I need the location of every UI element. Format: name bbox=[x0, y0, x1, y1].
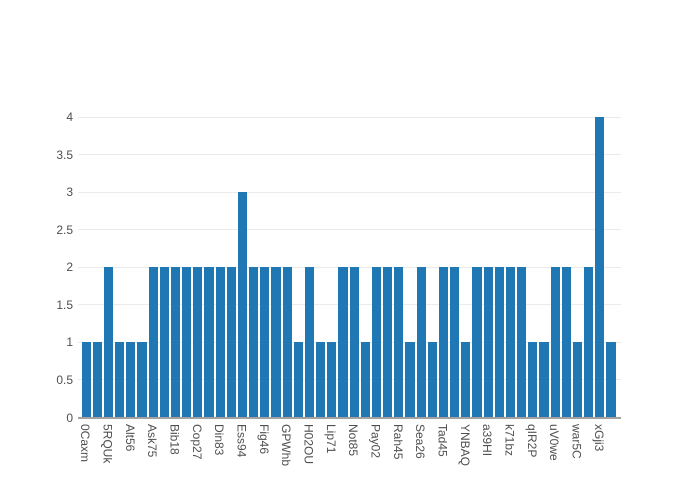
bar[interactable] bbox=[450, 267, 460, 418]
bar[interactable] bbox=[584, 267, 594, 418]
bar[interactable] bbox=[528, 342, 538, 418]
bar[interactable] bbox=[282, 267, 292, 418]
gridline bbox=[78, 229, 621, 231]
bar[interactable] bbox=[159, 267, 169, 418]
bar[interactable] bbox=[327, 342, 337, 418]
bar[interactable] bbox=[193, 267, 203, 418]
bar[interactable] bbox=[595, 117, 605, 418]
x-tick-label: Rah45 bbox=[390, 423, 405, 459]
x-tick-label: 5RQUk bbox=[100, 423, 115, 463]
x-tick-label: war5C bbox=[569, 423, 584, 459]
bar[interactable] bbox=[539, 342, 549, 418]
bar[interactable] bbox=[338, 267, 348, 418]
bar[interactable] bbox=[249, 267, 259, 418]
bar[interactable] bbox=[427, 342, 437, 418]
x-tick-label: Bib18 bbox=[167, 423, 182, 455]
x-tick-label: Lip71 bbox=[323, 423, 338, 453]
x-tick-label: Cop27 bbox=[189, 423, 204, 459]
x-tick-label: qIR2P bbox=[524, 423, 539, 457]
bar[interactable] bbox=[438, 267, 449, 418]
x-tick-label: Ask75 bbox=[145, 423, 160, 457]
bar[interactable] bbox=[226, 267, 236, 418]
bar[interactable] bbox=[383, 267, 393, 418]
bar[interactable] bbox=[137, 342, 147, 418]
gridline bbox=[78, 116, 621, 118]
y-tick-label: 3.5 bbox=[56, 147, 73, 162]
bar[interactable] bbox=[103, 267, 114, 418]
bar[interactable] bbox=[304, 267, 315, 418]
x-axis-line bbox=[78, 416, 621, 419]
y-tick-label: 3 bbox=[66, 185, 73, 200]
x-tick-label: Not85 bbox=[346, 423, 361, 456]
y-tick-label: 0 bbox=[66, 410, 73, 425]
x-tick-label: a39HI bbox=[480, 423, 495, 456]
bar[interactable] bbox=[505, 267, 516, 418]
bar[interactable] bbox=[349, 267, 359, 418]
bar[interactable] bbox=[606, 342, 616, 418]
x-tick-label: GPWhb bbox=[279, 423, 294, 466]
bar[interactable] bbox=[215, 267, 225, 418]
bar[interactable] bbox=[237, 192, 248, 418]
bar[interactable] bbox=[81, 342, 91, 418]
bar[interactable] bbox=[517, 267, 527, 418]
x-tick-label: Pay02 bbox=[368, 423, 383, 458]
gridline bbox=[78, 154, 621, 156]
x-tick-label: Sea26 bbox=[413, 423, 428, 459]
x-tick-label: k71bz bbox=[502, 423, 517, 456]
bar[interactable] bbox=[115, 342, 125, 418]
bar[interactable] bbox=[371, 267, 382, 418]
x-tick-label: Ess94 bbox=[234, 423, 249, 457]
x-tick-label: Alt56 bbox=[122, 423, 137, 451]
x-tick-label: xGji3 bbox=[591, 423, 606, 451]
bar[interactable] bbox=[483, 267, 493, 418]
bar[interactable] bbox=[572, 342, 583, 418]
bar[interactable] bbox=[260, 267, 270, 418]
y-tick-label: 4 bbox=[66, 110, 73, 125]
bar[interactable] bbox=[170, 267, 181, 418]
bar[interactable] bbox=[494, 267, 504, 418]
y-tick-label: 2 bbox=[66, 260, 73, 275]
bar[interactable] bbox=[92, 342, 102, 418]
y-tick-label: 1 bbox=[66, 335, 73, 350]
y-tick-label: 0.5 bbox=[56, 372, 73, 387]
x-tick-label: Fig46 bbox=[256, 423, 271, 454]
x-tick-label: Din83 bbox=[212, 423, 227, 455]
bar[interactable] bbox=[316, 342, 326, 418]
bar[interactable] bbox=[126, 342, 136, 418]
bar[interactable] bbox=[360, 342, 370, 418]
gridline bbox=[78, 191, 621, 193]
bar[interactable] bbox=[416, 267, 426, 418]
x-tick-label: uV0we bbox=[547, 423, 562, 461]
bar[interactable] bbox=[293, 342, 303, 418]
x-tick-label: Tad45 bbox=[435, 423, 450, 457]
bar[interactable] bbox=[472, 267, 482, 418]
y-tick-label: 2.5 bbox=[56, 222, 73, 237]
bar[interactable] bbox=[271, 267, 281, 418]
y-tick-label: 1.5 bbox=[56, 297, 73, 312]
bar[interactable] bbox=[148, 267, 158, 418]
bar[interactable] bbox=[405, 342, 415, 418]
x-tick-label: H02OU bbox=[301, 423, 316, 464]
bar[interactable] bbox=[461, 342, 471, 418]
bar[interactable] bbox=[182, 267, 192, 418]
x-tick-label: YNBAQ bbox=[457, 423, 472, 466]
bar[interactable] bbox=[204, 267, 214, 418]
bar[interactable] bbox=[394, 267, 404, 418]
x-tick-label: 0Caxm bbox=[78, 423, 93, 462]
bar[interactable] bbox=[561, 267, 571, 418]
bar[interactable] bbox=[550, 267, 560, 418]
